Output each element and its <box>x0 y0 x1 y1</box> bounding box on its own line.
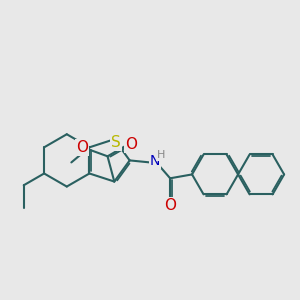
Text: H: H <box>157 150 165 161</box>
Text: O: O <box>125 137 137 152</box>
Text: S: S <box>111 135 121 150</box>
Text: O: O <box>164 198 176 213</box>
Text: N: N <box>150 154 160 168</box>
Text: O: O <box>76 140 88 155</box>
